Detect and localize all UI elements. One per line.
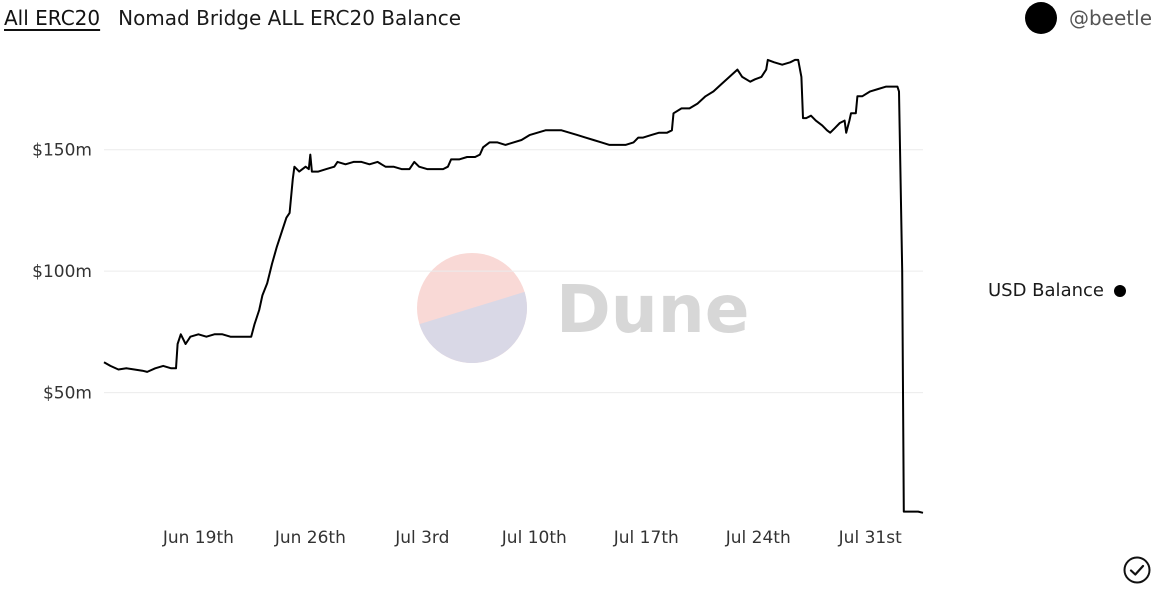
x-tick-label: Jul 17th xyxy=(613,528,679,548)
check-circle-icon[interactable] xyxy=(1123,556,1151,584)
series-layer xyxy=(103,58,924,514)
grid-lines xyxy=(104,149,923,394)
legend-item-usd-balance[interactable]: USD Balance xyxy=(988,280,1126,301)
y-tick-label: $100m xyxy=(32,262,92,282)
y-tick-label: $50m xyxy=(43,384,92,404)
x-tick-label: Jul 3rd xyxy=(394,528,449,548)
dune-watermark: Dune xyxy=(417,253,750,363)
tab-all-erc20[interactable]: All ERC20 xyxy=(4,6,101,30)
y-tick-label: $150m xyxy=(32,141,92,161)
x-tick-label: Jul 24th xyxy=(725,528,791,548)
author-handle: @beetle xyxy=(1068,6,1152,30)
x-tick-label: Jul 31st xyxy=(838,528,902,548)
x-tick-label: Jun 26th xyxy=(274,528,346,548)
legend-swatch xyxy=(1113,284,1126,297)
y-axis-ticks: $50m $100m $150m xyxy=(32,141,92,404)
chart-title: Nomad Bridge ALL ERC20 Balance xyxy=(118,6,462,30)
series-line-usd-balance xyxy=(103,58,924,514)
x-tick-label: Jun 19th xyxy=(162,528,234,548)
x-axis-ticks: Jun 19th Jun 26th Jul 3rd Jul 10th Jul 17th J… xyxy=(162,528,902,548)
x-tick-label: Jul 10th xyxy=(501,528,567,548)
avatar xyxy=(1024,2,1057,34)
chart-header: All ERC20 Nomad Bridge ALL ERC20 Balance xyxy=(4,4,461,32)
watermark-logo-lower-half xyxy=(419,291,527,363)
author-link[interactable]: @beetle xyxy=(1024,2,1152,34)
legend-label: USD Balance xyxy=(988,280,1104,301)
watermark-text: Dune xyxy=(556,271,750,348)
